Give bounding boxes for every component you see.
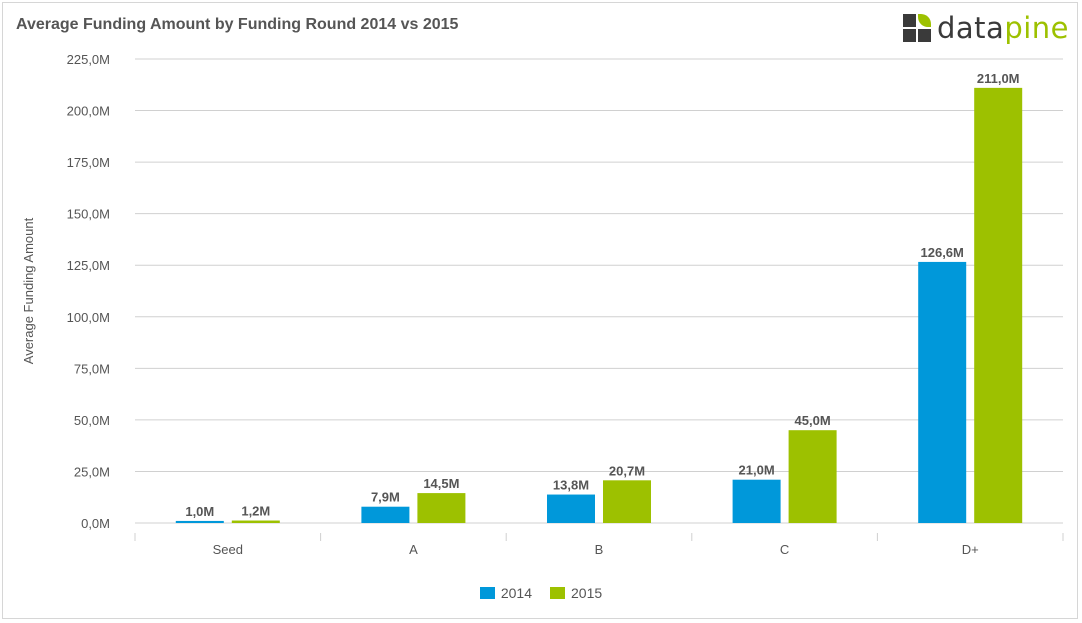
data-label: 21,0M	[739, 463, 775, 478]
datapine-logo-mark-icon	[903, 14, 931, 42]
bar-2014-C	[732, 479, 781, 523]
bar-2014-D+	[918, 261, 967, 523]
data-label: 13,8M	[553, 478, 589, 493]
bar-2014-A	[361, 506, 410, 523]
y-tick-label: 125,0M	[67, 258, 110, 273]
y-tick-label: 150,0M	[67, 207, 110, 222]
bar-2015-A	[417, 493, 466, 523]
data-label: 45,0M	[795, 413, 831, 428]
legend-swatch-2014	[479, 587, 495, 599]
data-label: 1,2M	[241, 504, 270, 519]
data-label: 126,6M	[921, 245, 964, 260]
legend-item-2015[interactable]: 2015	[550, 585, 602, 601]
y-axis-label: Average Funding Amount	[21, 217, 36, 364]
y-tick-label: 100,0M	[67, 310, 110, 325]
bar-2015-B	[603, 480, 651, 523]
x-tick-label: C	[780, 542, 789, 557]
bar-2015-C	[788, 430, 837, 523]
legend-label-2015: 2015	[571, 585, 603, 601]
y-tick-label: 225,0M	[67, 52, 110, 67]
y-tick-label: 25,0M	[74, 464, 110, 479]
data-label: 7,9M	[371, 490, 400, 505]
bar-2015-D+	[974, 87, 1023, 524]
x-tick-label: B	[595, 542, 604, 557]
y-tick-label: 175,0M	[67, 155, 110, 170]
data-label: 1,0M	[185, 504, 214, 519]
bar-2015-Seed	[231, 520, 280, 523]
datapine-logo: datapine	[903, 13, 1069, 43]
y-tick-label: 0,0M	[81, 516, 110, 531]
y-tick-label: 75,0M	[74, 361, 110, 376]
chart-legend: 2014 2015	[0, 585, 1082, 601]
legend-swatch-2015	[550, 587, 565, 599]
legend-label-2014: 2014	[500, 585, 532, 601]
chart-title: Average Funding Amount by Funding Round …	[16, 16, 459, 33]
x-tick-label: D+	[962, 542, 979, 557]
y-tick-label: 200,0M	[67, 104, 110, 119]
y-tick-label: 50,0M	[74, 413, 110, 428]
logo-text: datapine	[937, 11, 1070, 45]
x-tick-label: Seed	[213, 542, 243, 557]
data-label: 20,7M	[609, 463, 645, 478]
bar-2014-Seed	[175, 520, 224, 523]
legend-item-2014[interactable]: 2014	[479, 585, 532, 601]
data-label: 14,5M	[423, 476, 459, 491]
bar-2014-B	[547, 494, 595, 523]
x-tick-label: A	[409, 542, 418, 557]
data-label: 211,0M	[977, 71, 1020, 86]
